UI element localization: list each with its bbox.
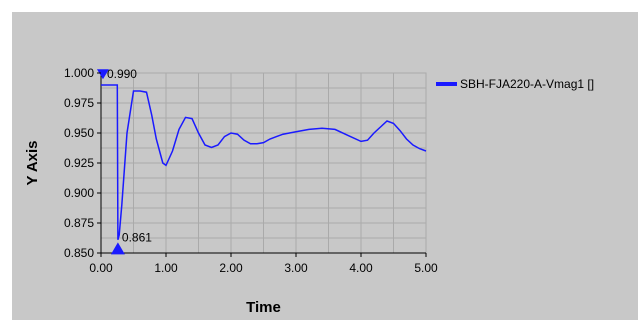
y-tick-label: 0.975 (64, 96, 94, 110)
marker-triangle-up (110, 242, 125, 255)
marker-triangle-down (96, 69, 109, 80)
chart-frame: 0.990 0.861 0.00 1.00 2.00 3.00 4.00 5.00 0.850… (12, 12, 638, 320)
y-tick-label: 0.950 (64, 126, 94, 140)
x-tick-label: 5.00 (414, 261, 438, 275)
x-tick-label: 3.00 (284, 261, 308, 275)
legend[interactable]: SBH-FJA220-A-Vmag1 [] (436, 77, 594, 91)
marker-layer: 0.990 0.861 (96, 67, 152, 255)
x-tick-label: 0.00 (89, 261, 113, 275)
series-line (101, 84, 427, 240)
x-axis-title: Time (246, 299, 281, 316)
y-tick-label: 1.000 (64, 66, 94, 80)
x-tick-label: 2.00 (219, 261, 243, 275)
x-tick-label: 4.00 (349, 261, 373, 275)
y-tick-label: 0.925 (64, 156, 94, 170)
series-layer (101, 84, 427, 240)
y-tick-label: 0.875 (64, 216, 94, 230)
line-chart: 0.990 0.861 0.00 1.00 2.00 3.00 4.00 5.00 0.850… (24, 66, 594, 316)
marker-label: 0.861 (122, 230, 152, 244)
y-axis-title: Y Axis (24, 140, 41, 185)
y-tick-label: 0.850 (64, 246, 94, 260)
legend-label: SBH-FJA220-A-Vmag1 [] (460, 77, 594, 91)
y-tick-label: 0.900 (64, 186, 94, 200)
x-tick-label: 1.00 (154, 261, 178, 275)
tick-labels: 0.00 1.00 2.00 3.00 4.00 5.000.8500.8750.9000… (64, 66, 438, 275)
marker-label: 0.990 (107, 67, 137, 81)
